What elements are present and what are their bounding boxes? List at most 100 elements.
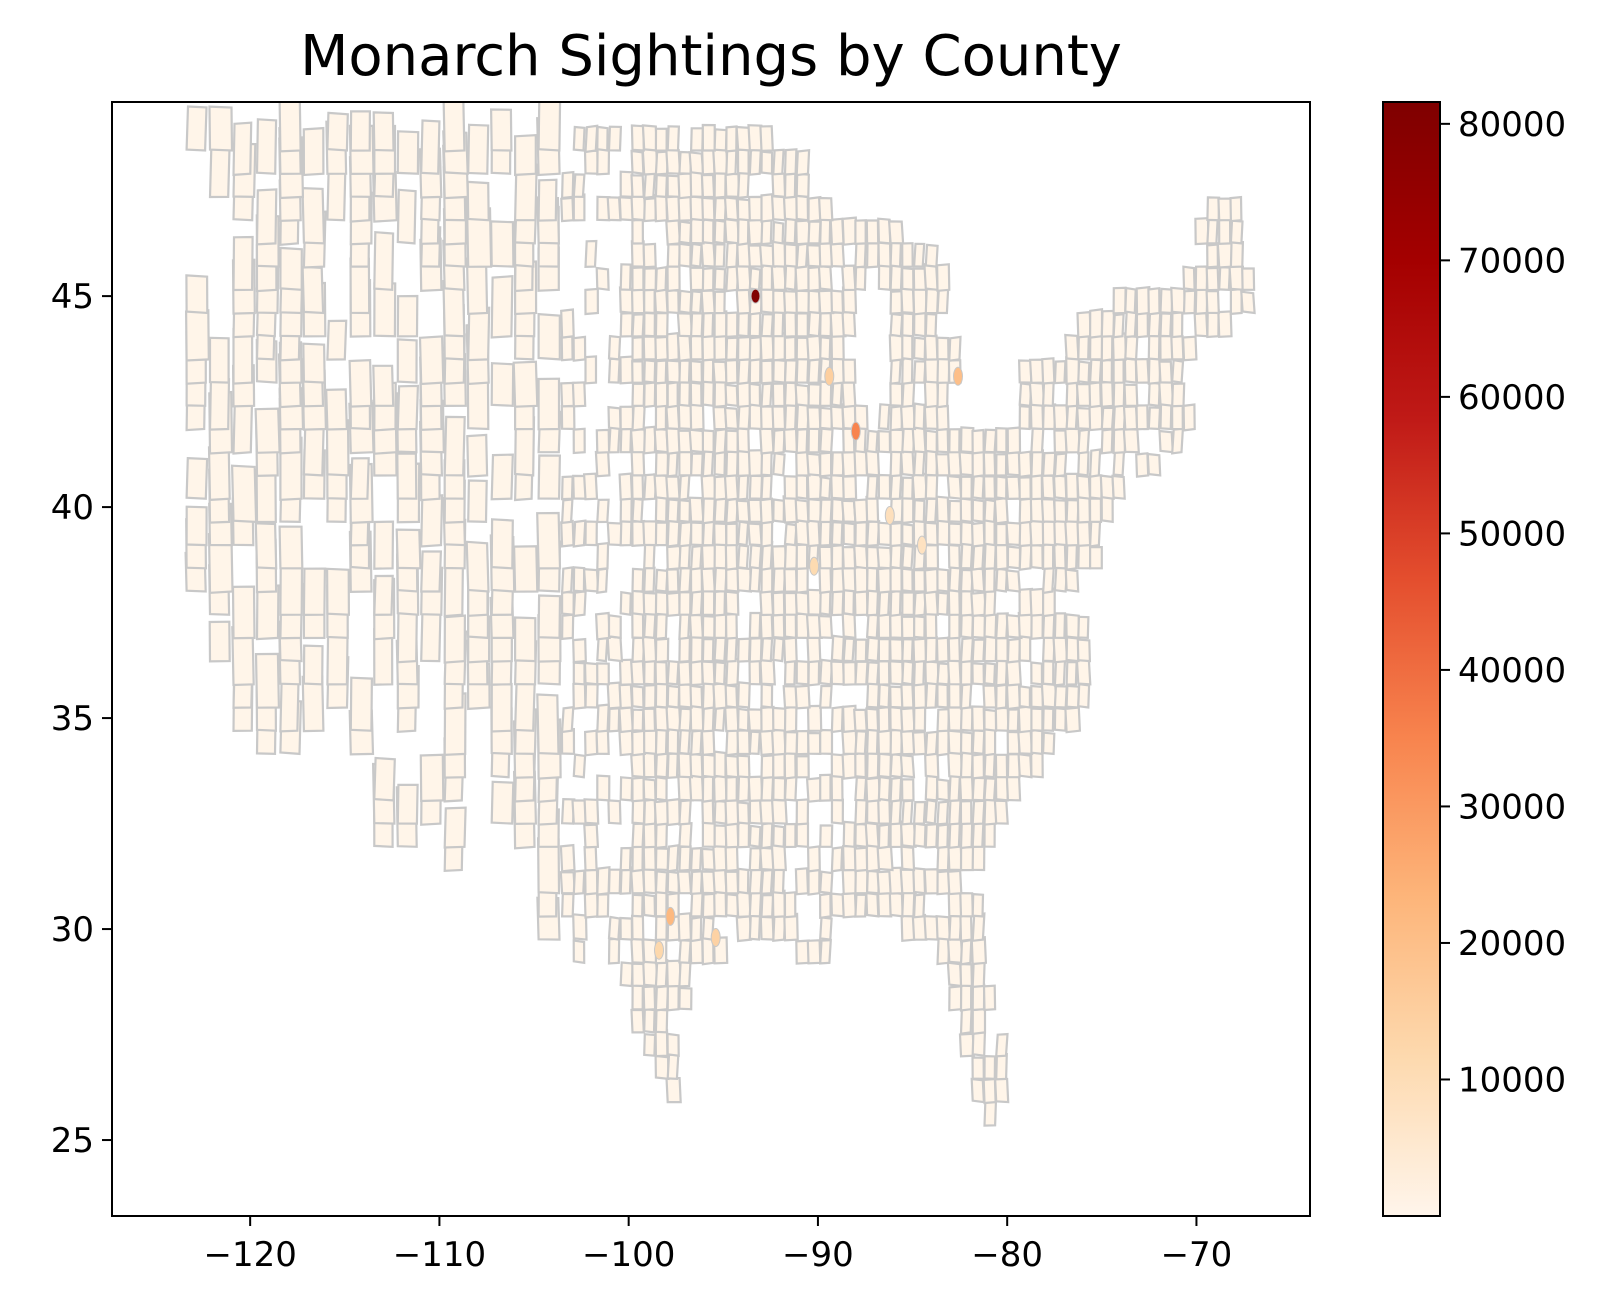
county-shape — [691, 172, 703, 197]
county-shape — [491, 221, 513, 266]
county-shape — [1055, 454, 1066, 477]
county-shape — [832, 636, 844, 661]
county-shape — [985, 778, 996, 800]
county-shape — [738, 218, 748, 245]
county-shape — [797, 358, 809, 383]
county-shape — [492, 684, 512, 732]
county-shape — [796, 500, 809, 522]
county-shape — [914, 824, 925, 847]
county-shape — [679, 913, 691, 940]
county-shape — [690, 498, 704, 522]
county-shape — [820, 686, 831, 708]
county-shape — [866, 450, 879, 475]
county-shape — [902, 639, 912, 661]
county-shape — [913, 732, 926, 755]
county-shape — [210, 145, 230, 197]
county-shape — [961, 847, 973, 870]
county-shape — [678, 334, 691, 361]
county-shape — [398, 296, 418, 336]
county-shape — [1184, 291, 1195, 314]
county-shape — [597, 268, 609, 290]
y-tick-label: 25 — [51, 1121, 94, 1161]
county-shape — [1136, 359, 1149, 383]
county-shape — [891, 544, 902, 568]
county-shape — [633, 895, 643, 917]
county-shape — [1054, 636, 1068, 662]
county-shape — [820, 917, 831, 939]
county-shape — [809, 384, 821, 406]
county-shape — [715, 662, 725, 684]
county-shape — [985, 1056, 996, 1079]
county-shape — [750, 384, 760, 406]
county-shape — [1148, 454, 1160, 475]
county-shape — [1242, 269, 1254, 290]
county-shape — [703, 359, 713, 383]
county-shape — [585, 731, 597, 756]
county-shape — [984, 452, 995, 475]
county-shape — [597, 705, 608, 732]
county-shape — [691, 871, 702, 894]
county-shape — [632, 241, 644, 266]
county-shape — [702, 175, 714, 197]
county-shape — [762, 451, 772, 475]
county-shape — [1019, 452, 1031, 477]
county-shape — [234, 123, 252, 175]
county-shape — [750, 826, 761, 847]
county-shape — [832, 799, 843, 824]
county-shape — [855, 778, 866, 801]
county-shape — [668, 1034, 679, 1056]
county-shape — [679, 940, 690, 963]
county-shape — [902, 335, 912, 360]
county-shape — [879, 825, 889, 849]
county-shape — [867, 221, 878, 244]
county-shape — [797, 799, 808, 824]
county-shape — [773, 150, 783, 175]
county-shape — [713, 362, 727, 383]
county-shape — [1090, 499, 1101, 522]
county-shape — [973, 730, 985, 754]
colorbar-tick-label: 30000 — [1458, 787, 1566, 827]
county-shape — [867, 497, 879, 522]
county-shape — [608, 636, 622, 661]
county-shape — [1172, 404, 1183, 429]
county-shape — [902, 478, 913, 499]
county-shape — [584, 569, 598, 591]
hotspot-county — [666, 907, 675, 925]
county-shape — [973, 894, 983, 916]
county-shape — [820, 219, 830, 244]
county-shape — [961, 732, 972, 754]
county-shape — [562, 567, 572, 592]
county-shape — [1102, 429, 1113, 453]
county-shape — [971, 568, 984, 591]
county-shape — [891, 475, 902, 499]
county-shape — [762, 384, 772, 407]
county-shape — [924, 264, 937, 290]
county-shape — [972, 663, 984, 684]
county-shape — [750, 660, 761, 684]
county-shape — [1078, 544, 1090, 569]
county-shape — [468, 481, 487, 522]
county-shape — [926, 800, 937, 824]
county-shape — [633, 710, 644, 731]
county-shape — [948, 660, 961, 684]
county-shape — [937, 497, 949, 522]
county-shape — [949, 524, 961, 546]
county-shape — [656, 848, 668, 870]
county-shape — [985, 520, 995, 545]
county-shape — [585, 847, 597, 871]
county-shape — [668, 729, 678, 754]
county-shape — [773, 708, 786, 731]
county-shape — [725, 707, 738, 731]
county-shape — [562, 615, 573, 639]
county-shape — [633, 384, 645, 406]
county-shape — [937, 638, 949, 662]
county-shape — [831, 243, 844, 266]
county-shape — [445, 417, 465, 476]
county-shape — [691, 404, 704, 429]
county-shape — [303, 267, 324, 313]
county-shape — [1067, 686, 1079, 708]
county-shape — [773, 500, 784, 522]
county-shape — [256, 409, 280, 453]
county-shape — [809, 659, 820, 685]
county-shape — [996, 1054, 1007, 1079]
